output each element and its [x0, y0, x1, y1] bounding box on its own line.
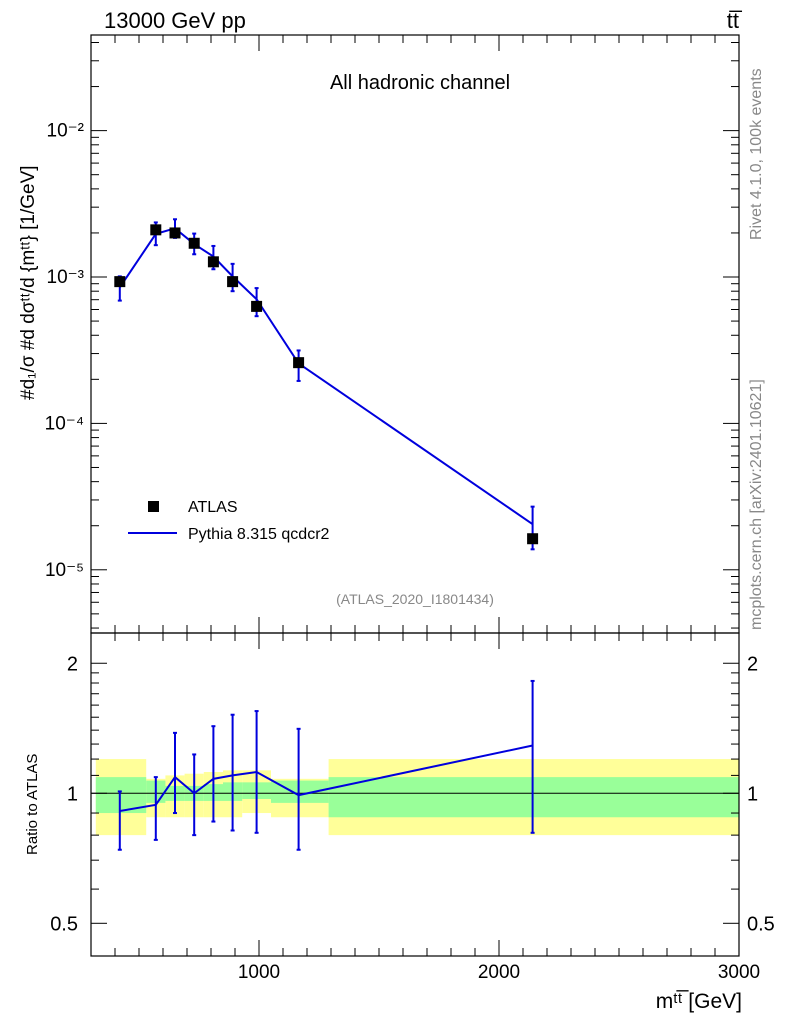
- atlas-data-point: [251, 300, 263, 312]
- ratio-marks: [91, 679, 739, 851]
- main-ticks: 10⁻² 10⁻³ 10⁻⁴ 10⁻⁵: [45, 35, 740, 633]
- main-y-axis-label: #d₁/σ #d dσᵗᵗ/d {mᵗᵗ} [1/GeV]: [18, 165, 39, 400]
- source-label: mcplots.cern.ch [arXiv:2401.10621]: [748, 379, 765, 630]
- main-y-tick-label: 10⁻⁴: [45, 413, 84, 434]
- atlas-data-point: [114, 276, 126, 288]
- ratio-band-inner: [271, 780, 329, 803]
- legend-atlas-marker: [148, 501, 159, 512]
- atlas-data-point: [188, 237, 200, 249]
- ratio-y-tick-label: 2: [67, 653, 78, 675]
- ratio-y-tick-label: 1: [67, 783, 78, 805]
- ratio-y-axis-label: Ratio to ATLAS: [24, 754, 41, 855]
- process-label: tt̅: [727, 8, 743, 33]
- ratio-band-inner: [328, 777, 739, 818]
- atlas-data-point: [169, 227, 181, 239]
- pythia-curve: [118, 227, 534, 525]
- x-tick-label: 2000: [478, 962, 520, 983]
- ratio-ticks: 2 2 1 1 0.5 0.5 1000 2000 3000: [50, 633, 775, 983]
- ratio-y-tick-label-right: 1: [747, 783, 758, 805]
- atlas-data-point: [527, 533, 539, 545]
- atlas-data-point: [293, 357, 305, 369]
- atlas-data-point: [150, 224, 162, 236]
- main-y-tick-label: 10⁻³: [47, 267, 85, 288]
- rivet-version-label: Rivet 4.1.0, 100k events: [748, 68, 765, 240]
- chart-title: All hadronic channel: [330, 72, 510, 94]
- legend-atlas-label: ATLAS: [188, 499, 238, 516]
- main-y-tick-label: 10⁻⁵: [45, 560, 84, 581]
- main-marks: [114, 218, 539, 551]
- atlas-data-point: [207, 256, 219, 268]
- main-panel: 10⁻² 10⁻³ 10⁻⁴ 10⁻⁵ All hadronic channel (A…: [18, 34, 740, 634]
- legend: ATLAS Pythia 8.315 qcdcr2: [128, 499, 330, 543]
- ratio-frame: [90, 632, 740, 957]
- ratio-panel: 2 2 1 1 0.5 0.5 1000 2000 3000 Ratio to ATLAS mᵗ…: [24, 632, 775, 1013]
- main-y-tick-label: 10⁻²: [47, 121, 85, 142]
- ratio-y-tick-label-right: 0.5: [747, 913, 775, 935]
- legend-pythia-label: Pythia 8.315 qcdcr2: [188, 526, 330, 543]
- analysis-id-label: (ATLAS_2020_I1801434): [336, 591, 494, 607]
- x-axis-label: mᵗᵗ̅ [GeV]: [656, 990, 742, 1013]
- x-tick-label: 1000: [238, 962, 280, 983]
- ratio-y-tick-label-right: 2: [747, 653, 758, 675]
- atlas-data-point: [227, 276, 239, 288]
- energy-label: 13000 GeV pp: [104, 8, 246, 33]
- x-tick-label: 3000: [718, 962, 760, 983]
- ratio-y-tick-label: 0.5: [50, 913, 78, 935]
- main-frame: [90, 34, 740, 634]
